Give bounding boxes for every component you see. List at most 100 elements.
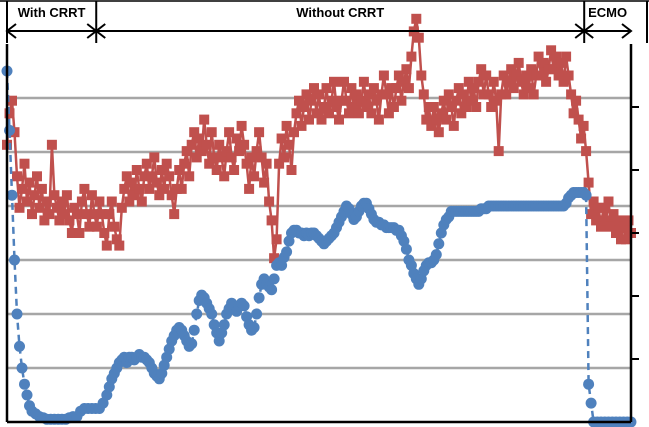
series-1-point-139	[348, 102, 359, 112]
series-1-point-189	[473, 76, 484, 87]
series-1-point-225	[563, 70, 574, 81]
series-1-point-6	[17, 183, 27, 194]
series-2	[1, 65, 637, 427]
phase-2-left-arrow	[94, 23, 106, 39]
series-1-point-151	[378, 70, 389, 81]
series-1-point-175	[438, 95, 449, 106]
series-1-point-208	[521, 70, 532, 81]
series-2-point-72	[206, 308, 218, 320]
series-1-point-106	[266, 215, 277, 226]
series-1-point-162	[406, 51, 417, 62]
series-1-point-44	[111, 234, 122, 245]
series-1-point-88	[221, 146, 232, 157]
series-1-point-129	[324, 108, 334, 119]
series-1-point-98	[246, 152, 257, 163]
phase-markers: With CRRT Without CRRT ECMO	[0, 0, 649, 43]
series-1-point-238	[596, 221, 606, 232]
series-1-point-204	[511, 70, 522, 81]
series-1-point-138	[346, 83, 357, 94]
series-1-point-123	[309, 83, 319, 94]
series-1-point-248	[621, 234, 631, 245]
series-1-point-2	[7, 95, 17, 106]
series-1-point-227	[568, 108, 579, 119]
series-1-point-54	[136, 196, 147, 207]
series-1-point-61	[154, 190, 165, 201]
series-1-point-197	[493, 146, 504, 157]
series-1-point-40	[101, 240, 112, 251]
series-1-point-180	[451, 95, 462, 106]
series-1-point-34	[86, 190, 97, 201]
series-1-point-247	[618, 221, 629, 232]
series-1-point-72	[181, 146, 192, 157]
series-1-point-10	[27, 209, 37, 220]
series-2-point-97	[268, 273, 280, 285]
series-1-point-48	[121, 171, 132, 182]
series-1-point-79	[199, 114, 210, 125]
series-1-point-114	[286, 165, 297, 175]
series-1-point-171	[428, 102, 439, 112]
series-1-point-145	[363, 89, 374, 100]
series-2-point-3	[9, 254, 20, 266]
series-1-point-221	[553, 70, 564, 81]
series-2-point-162	[430, 249, 442, 261]
series-1-point-8	[22, 196, 32, 207]
series-1-point-219	[548, 64, 559, 75]
series-1-point-215	[538, 57, 549, 68]
series-1-point-36	[91, 221, 102, 232]
series-1-point-71	[179, 158, 190, 169]
series-1-point-181	[453, 83, 464, 94]
series-1-point-178	[446, 102, 457, 112]
series-1-point-156	[391, 83, 402, 94]
series-1-point-193	[483, 89, 494, 100]
series-1-point-199	[498, 70, 509, 81]
series-1-point-220	[551, 51, 562, 62]
series-1-point-22	[56, 196, 67, 207]
series-1-point-74	[186, 139, 197, 150]
series-1-point-182	[456, 108, 467, 119]
series-1-point-203	[508, 83, 519, 94]
phase-2: Without CRRT	[94, 1, 586, 43]
series-2-point-222	[580, 189, 592, 201]
series-1-point-223	[558, 76, 569, 87]
series-1-point-109	[274, 158, 285, 169]
series-1-point-24	[61, 190, 72, 201]
series-1-point-59	[149, 152, 160, 163]
series-1-point-210	[526, 64, 537, 75]
series-1-point-136	[341, 95, 352, 106]
series-1	[2, 13, 636, 264]
series-1-point-30	[76, 196, 87, 207]
series-2-point-163	[433, 238, 445, 250]
series-1-point-35	[89, 209, 100, 220]
series-1-point-236	[591, 215, 602, 226]
series-1-point-243	[608, 209, 619, 220]
series-1-point-183	[458, 89, 469, 100]
series-1-point-94	[236, 120, 247, 131]
series-1-point-20	[51, 202, 62, 213]
series-1-point-231	[578, 120, 589, 131]
series-1-point-200	[501, 89, 512, 100]
series-1-point-234	[586, 209, 597, 220]
series-1-point-87	[219, 171, 230, 182]
series-1-point-26	[66, 228, 77, 238]
series-1-point-209	[523, 83, 534, 94]
series-1-point-21	[54, 215, 65, 226]
series-1-point-170	[426, 120, 437, 131]
series-2-point-66	[191, 308, 203, 320]
series-1-point-211	[528, 89, 539, 100]
series-1-point-184	[461, 102, 472, 112]
series-1-point-127	[319, 102, 329, 112]
series-1-point-147	[368, 83, 379, 94]
series-1-point-160	[401, 64, 412, 75]
series-1-point-99	[249, 171, 260, 182]
series-1-point-86	[216, 152, 227, 163]
series-1-point-90	[226, 152, 237, 163]
series-1-point-47	[119, 183, 130, 194]
series-1-point-25	[64, 215, 75, 226]
series-1-point-218	[546, 45, 557, 56]
series-1-point-80	[201, 139, 212, 150]
series-1-point-143	[358, 76, 369, 87]
series-1-point-28	[71, 209, 82, 220]
series-1-point-185	[463, 76, 474, 87]
series-1-point-89	[224, 127, 235, 138]
series-1-point-62	[156, 165, 167, 175]
